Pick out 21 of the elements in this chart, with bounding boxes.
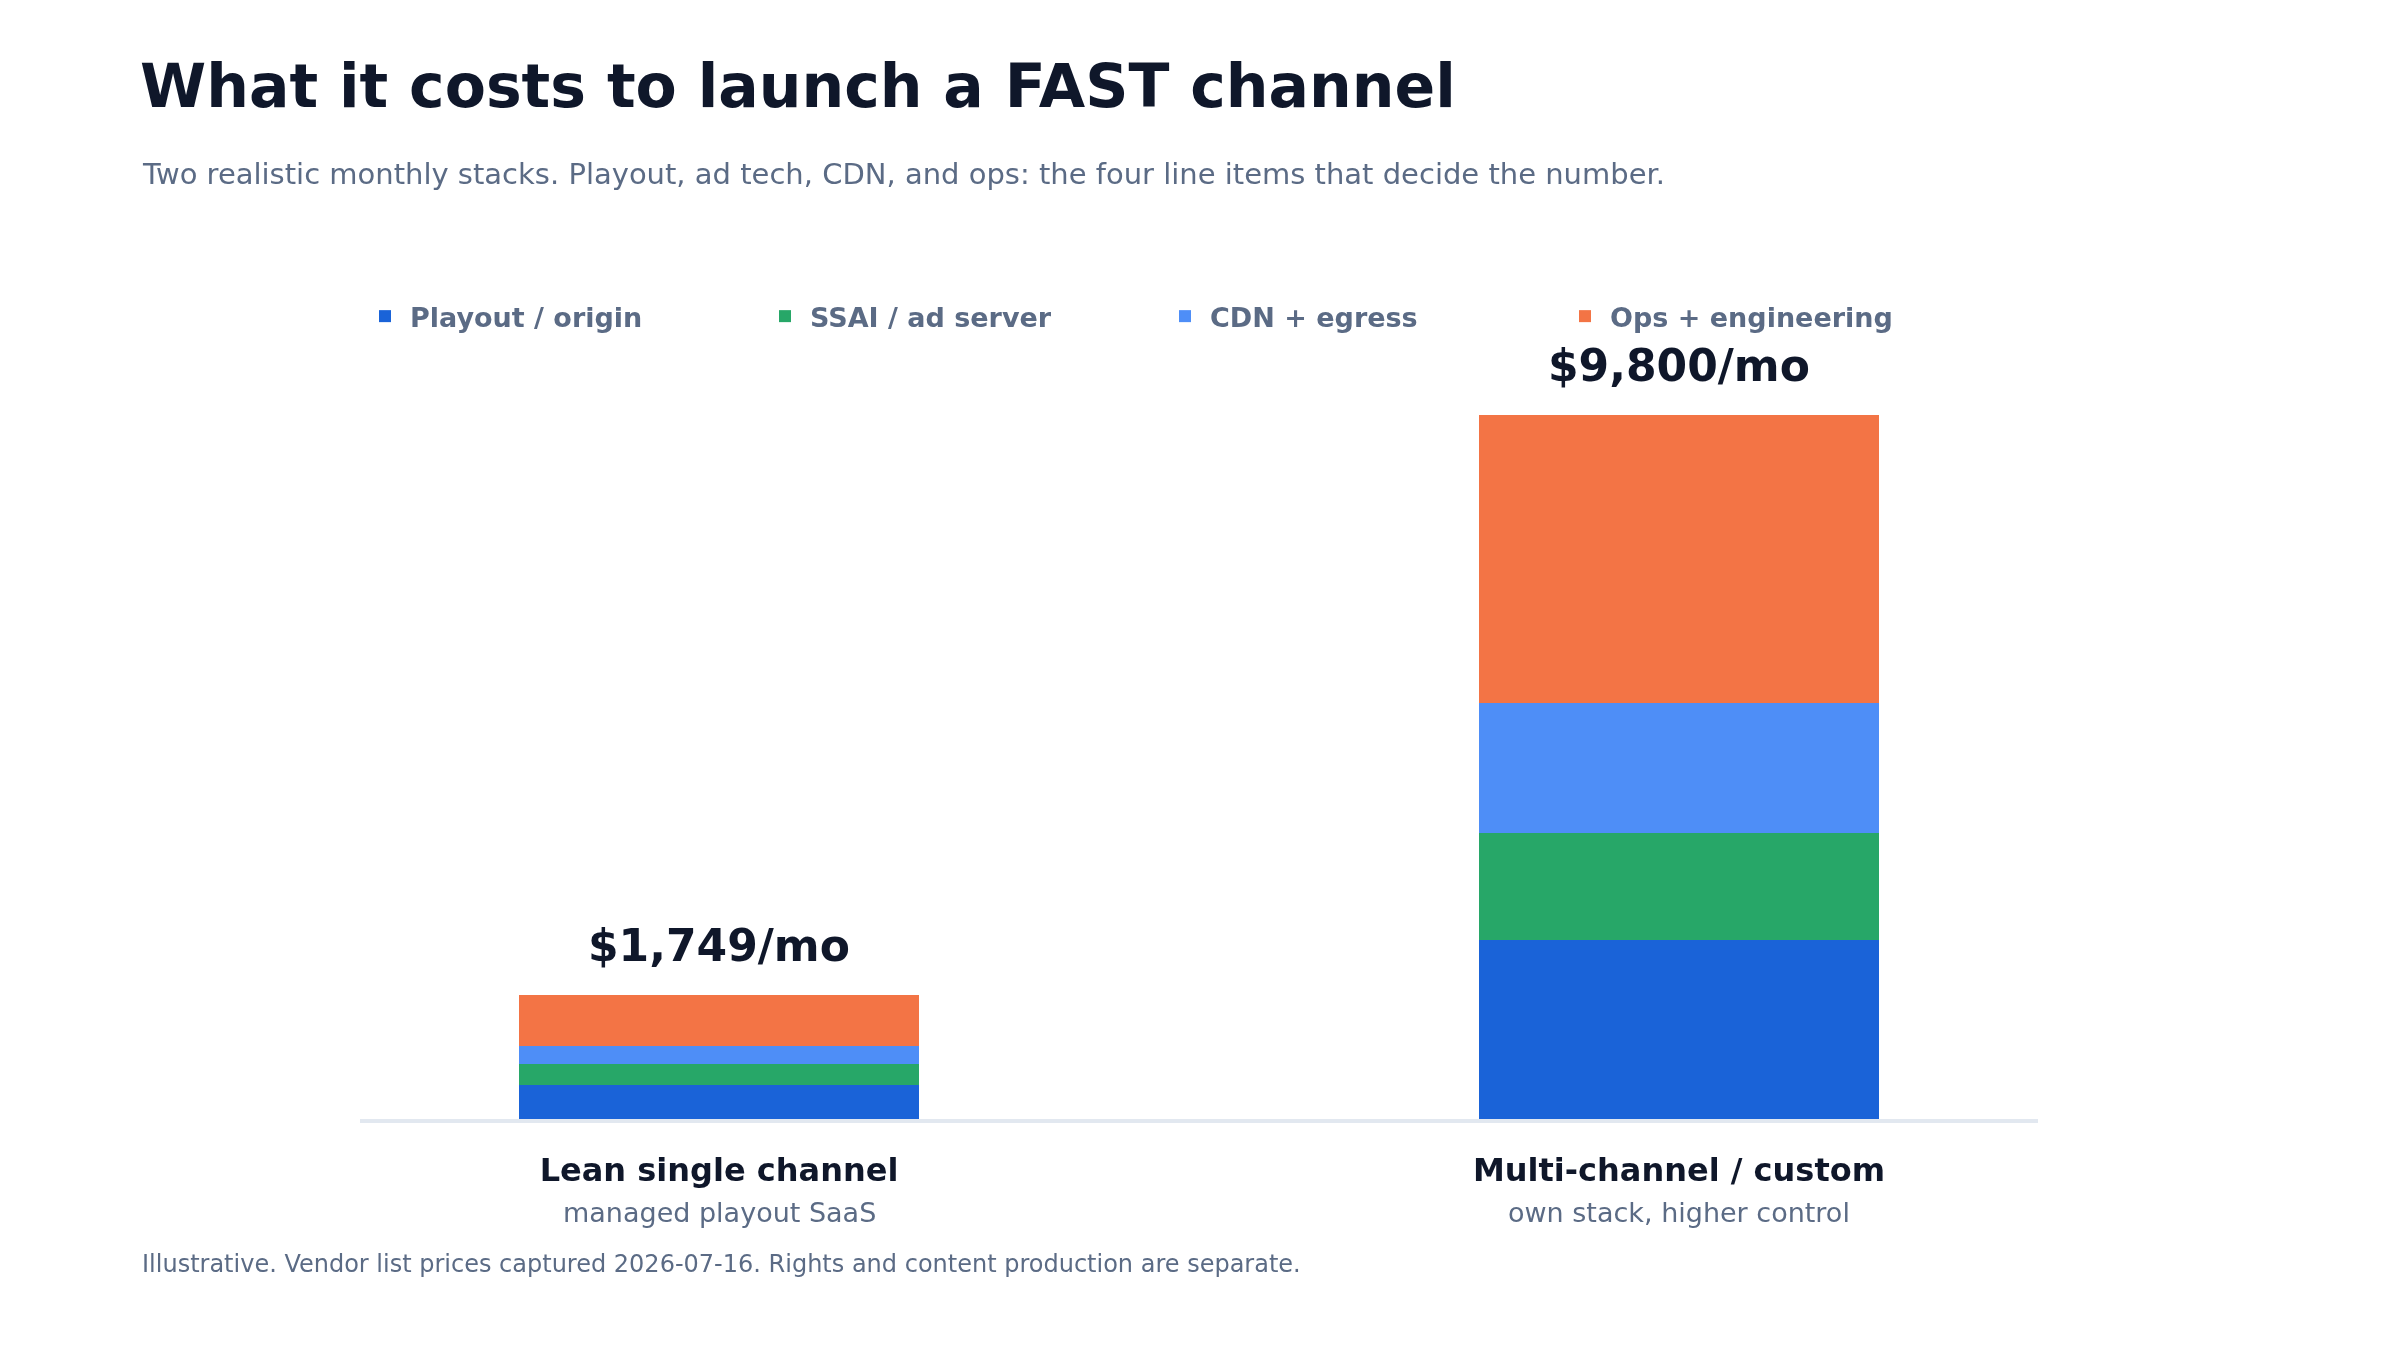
legend-label: Ops + engineering (1610, 301, 1893, 333)
legend-label: Playout / origin (410, 301, 643, 333)
annotation: $9,800/mo (1548, 340, 1810, 391)
x-tick-label: Lean single channel (539, 1151, 899, 1190)
bar (1479, 940, 1879, 1119)
bar (519, 1064, 919, 1086)
bar (519, 1085, 919, 1119)
text: managed playout SaaS (563, 1197, 877, 1228)
annotation: $1,749/mo (588, 920, 850, 971)
bar (519, 995, 919, 1046)
legend-label: CDN + egress (1210, 301, 1418, 333)
legend-label: SSAI / ad server (810, 301, 1052, 333)
text: own stack, higher control (1508, 1197, 1850, 1228)
bar (1479, 414, 1879, 703)
bar (1479, 702, 1879, 833)
chart-subtitle: Two realistic monthly stacks. Playout, ad tech, CDN, and ops: the four line items that decide the number. (142, 157, 1665, 191)
chart-title: What it costs to launch a FAST channel (140, 51, 1456, 122)
text: Illustrative. Vendor list prices captured 2026-07-16. Rights and content production are separate. (142, 1250, 1301, 1278)
x-tick-label: Multi-channel / custom (1472, 1151, 1886, 1190)
bar (519, 1045, 919, 1065)
bar (1479, 832, 1879, 941)
